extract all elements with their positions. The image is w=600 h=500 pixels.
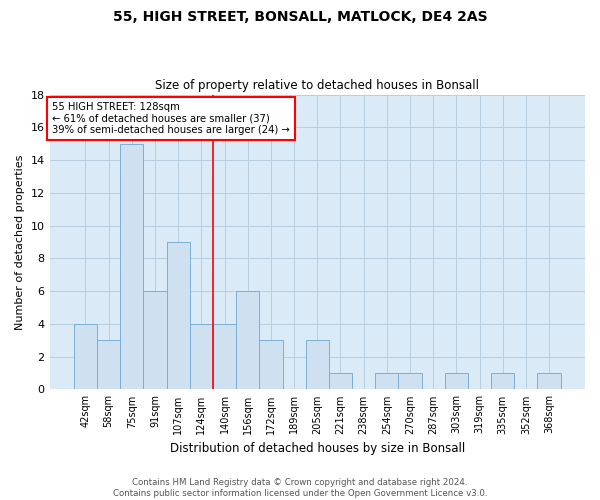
Bar xyxy=(74,324,97,390)
Bar xyxy=(143,291,167,390)
Bar xyxy=(305,340,329,390)
Bar xyxy=(375,373,398,390)
Bar xyxy=(491,373,514,390)
Bar xyxy=(445,373,468,390)
Bar xyxy=(259,340,283,390)
Text: Contains HM Land Registry data © Crown copyright and database right 2024.
Contai: Contains HM Land Registry data © Crown c… xyxy=(113,478,487,498)
Title: Size of property relative to detached houses in Bonsall: Size of property relative to detached ho… xyxy=(155,79,479,92)
Text: 55, HIGH STREET, BONSALL, MATLOCK, DE4 2AS: 55, HIGH STREET, BONSALL, MATLOCK, DE4 2… xyxy=(113,10,487,24)
Bar xyxy=(398,373,422,390)
Bar xyxy=(97,340,120,390)
Bar xyxy=(213,324,236,390)
Bar xyxy=(329,373,352,390)
Y-axis label: Number of detached properties: Number of detached properties xyxy=(15,154,25,330)
Bar xyxy=(236,291,259,390)
Bar xyxy=(167,242,190,390)
X-axis label: Distribution of detached houses by size in Bonsall: Distribution of detached houses by size … xyxy=(170,442,465,455)
Bar xyxy=(538,373,560,390)
Bar xyxy=(190,324,213,390)
Text: 55 HIGH STREET: 128sqm
← 61% of detached houses are smaller (37)
39% of semi-det: 55 HIGH STREET: 128sqm ← 61% of detached… xyxy=(52,102,290,135)
Bar xyxy=(120,144,143,390)
